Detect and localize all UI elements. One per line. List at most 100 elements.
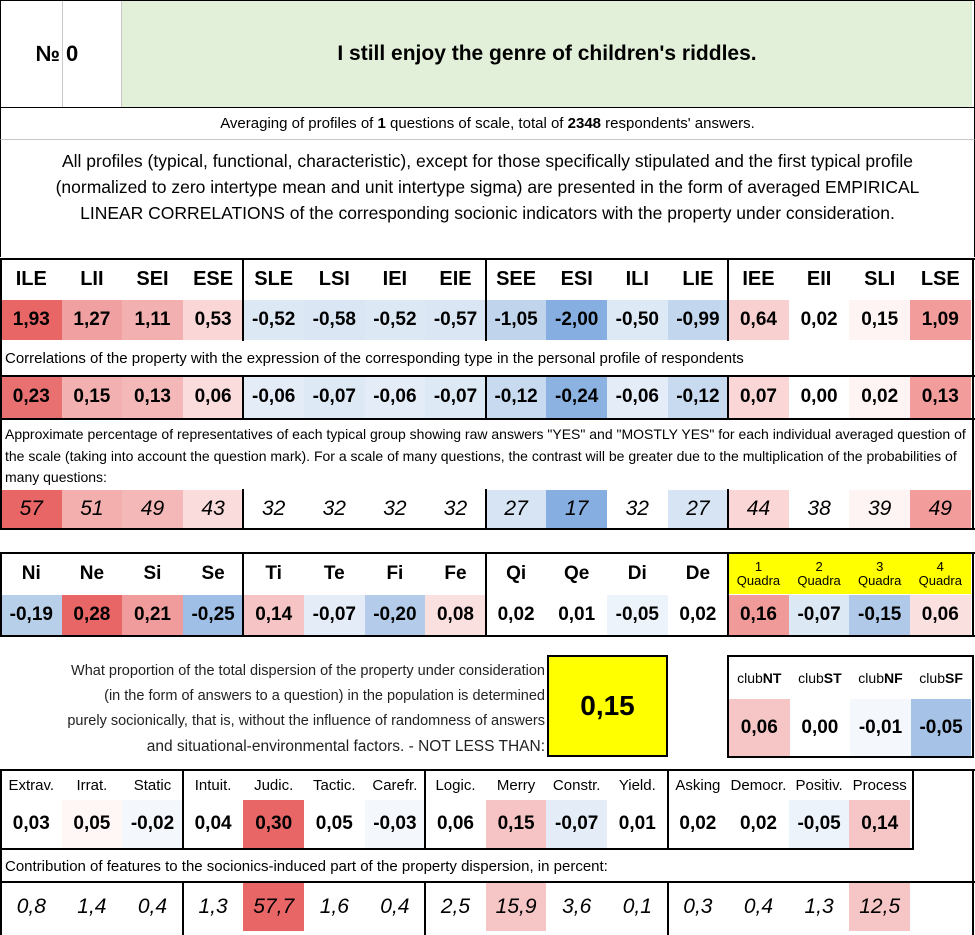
percent-note: Approximate percentage of representative… [5, 426, 966, 485]
contribution-note: Contribution of features to the sociоnic… [5, 857, 608, 875]
function-label: Fi [386, 563, 404, 584]
club-label: club NF [850, 657, 911, 698]
type-correlation-value: 0,07 [728, 376, 789, 418]
club-name: NF [883, 669, 903, 686]
club-label: club SF [911, 657, 972, 698]
type-correlation-value: 0,13 [122, 376, 183, 418]
summary-question-count: 1 [377, 115, 386, 132]
grid-line [727, 375, 729, 419]
function-label: De [685, 563, 711, 584]
function-value: -0,05 [607, 595, 668, 635]
type-label: IEI [382, 268, 408, 290]
trait-value: 0,03 [1, 800, 62, 848]
grid-line [485, 552, 487, 637]
type-correlation-value: -0,12 [667, 376, 729, 418]
grid-line [0, 258, 2, 530]
quadra-number: 3 [876, 559, 884, 574]
function-value: -0,07 [304, 595, 365, 635]
quadra-word: Quadra [858, 573, 902, 588]
type-correlation-value: -0,06 [243, 376, 304, 418]
dispersion-value: 0,15 [547, 655, 668, 757]
trait-contribution: 1,4 [61, 883, 123, 931]
quadra-number: 4 [936, 559, 944, 574]
type-percent-value: 57 [1, 490, 62, 528]
club-name: NT [762, 669, 782, 686]
type-percent-value: 51 [61, 490, 123, 528]
type-label: LII [80, 268, 104, 290]
grid-line [0, 418, 975, 420]
trait-value: 0,05 [61, 800, 123, 848]
grid-line [485, 258, 487, 341]
quadra-label: 3 Quadra [849, 554, 910, 594]
type-percent-value: 27 [667, 490, 729, 528]
club-value: 0,00 [789, 699, 851, 757]
club-value: -0,01 [850, 699, 911, 757]
type-label: ESE [193, 268, 234, 290]
type-correlation-value: 0,06 [182, 376, 244, 418]
type-percent-value: 32 [243, 490, 304, 528]
type-label: SEE [496, 268, 537, 290]
trait-value: -0,07 [546, 800, 607, 848]
trait-label: Democr. [730, 776, 787, 794]
dispersion-text: What proportion of the total dispersion … [0, 655, 545, 758]
grid-line [0, 881, 975, 883]
type-profile-value: -2,00 [546, 300, 607, 340]
summary-prefix: Averaging of profiles of [220, 115, 378, 132]
trait-contribution: 0,8 [1, 883, 62, 931]
grid-line [0, 552, 2, 637]
dispersion-line: What proportion of the total dispersion … [71, 663, 545, 679]
grid-line [182, 769, 184, 850]
type-percent-value: 39 [849, 490, 910, 528]
trait-value: 0,05 [304, 800, 365, 848]
type-correlation-value: -0,24 [546, 376, 607, 418]
type-label: EIE [439, 268, 472, 290]
trait-value: -0,03 [364, 800, 426, 848]
grid-line [485, 489, 487, 529]
trait-value: 0,02 [667, 800, 729, 848]
trait-value: 0,06 [425, 800, 486, 848]
trait-contribution: 0,1 [607, 883, 668, 931]
trait-contribution: 1,6 [304, 883, 365, 931]
grid-line [0, 769, 2, 935]
type-correlation-value: -0,07 [425, 376, 486, 418]
trait-contribution: 3,6 [546, 883, 607, 931]
type-correlation-value: -0,06 [607, 376, 668, 418]
type-profile-value: -0,99 [667, 300, 729, 340]
trait-label: Irrat. [76, 776, 108, 794]
type-profile-value: 0,02 [788, 300, 850, 340]
type-profile-value: 1,11 [122, 300, 183, 340]
grid-line [182, 881, 184, 935]
function-label: Te [323, 563, 345, 584]
trait-label: Tactic. [313, 776, 356, 794]
function-label: Ne [79, 563, 105, 584]
grid-line [972, 769, 974, 935]
trait-label: Constr. [552, 776, 601, 794]
type-profile-value: -0,50 [607, 300, 668, 340]
type-label: SLI [864, 268, 896, 290]
correlation-note: Correlations of the property with the ex… [5, 349, 744, 367]
trait-label: Logic. [435, 776, 476, 794]
divider [121, 1, 122, 107]
grid-line [0, 769, 975, 771]
trait-contribution: 0,4 [728, 883, 789, 931]
trait-contribution: 1,3 [788, 883, 850, 931]
function-label: Ti [265, 563, 282, 584]
function-value: 0,08 [425, 595, 486, 635]
function-value: 0,21 [122, 595, 183, 635]
type-label: SLE [254, 268, 294, 290]
type-label: SEI [136, 268, 169, 290]
grid-line [727, 756, 974, 758]
type-percent-value: 43 [182, 490, 244, 528]
type-correlation-value: -0,07 [304, 376, 365, 418]
quadra-value: -0,07 [788, 595, 850, 635]
grid-line [0, 258, 975, 260]
type-label: IEE [742, 268, 775, 290]
type-profile-value: 0,64 [728, 300, 789, 340]
club-prefix: club [737, 669, 763, 686]
type-correlation-value: -0,12 [485, 376, 547, 418]
trait-value: 0,04 [182, 800, 244, 848]
type-label: LIE [682, 268, 714, 290]
type-percent-value: 49 [122, 490, 183, 528]
type-percent-value: 38 [788, 490, 850, 528]
grid-line [727, 489, 729, 529]
